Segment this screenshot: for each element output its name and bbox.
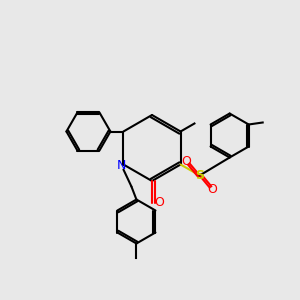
Text: N: N	[117, 159, 126, 172]
Text: O: O	[182, 155, 192, 168]
Text: S: S	[195, 169, 204, 182]
Text: O: O	[208, 183, 218, 196]
Text: O: O	[154, 196, 164, 209]
